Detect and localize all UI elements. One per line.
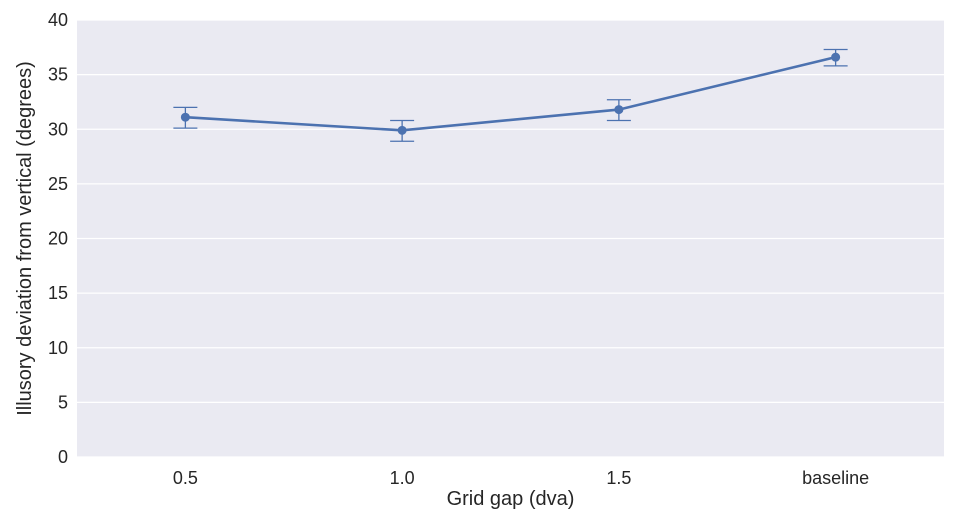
- x-tick-labels: 0.5 1.0 1.5 baseline: [173, 468, 869, 488]
- data-point: [180, 112, 190, 122]
- y-tick-label: 5: [58, 392, 68, 412]
- data-point: [831, 52, 841, 62]
- x-tick-label: 1.0: [390, 468, 415, 488]
- y-tick-label: 20: [48, 229, 68, 249]
- y-axis-label: Illusory deviation from vertical (degree…: [14, 61, 36, 416]
- y-tick-label: 15: [48, 283, 68, 303]
- y-tick-label: 40: [48, 10, 68, 30]
- y-tick-label: 35: [48, 65, 68, 85]
- series-group: [173, 48, 848, 142]
- y-tick-label: 25: [48, 174, 68, 194]
- data-point: [397, 125, 407, 135]
- x-axis-label: Grid gap (dva): [447, 488, 575, 510]
- series-line: [185, 55, 836, 132]
- y-tick-labels: 0 5 10 15 20 25 30 35 40: [48, 10, 68, 467]
- x-tick-label: baseline: [802, 468, 869, 488]
- y-tick-label: 0: [58, 447, 68, 467]
- data-point: [614, 105, 624, 115]
- gridlines: [77, 19, 944, 458]
- x-tick-label: 0.5: [173, 468, 198, 488]
- y-tick-label: 30: [48, 119, 68, 139]
- x-tick-label: 1.5: [606, 468, 631, 488]
- y-tick-label: 10: [48, 338, 68, 358]
